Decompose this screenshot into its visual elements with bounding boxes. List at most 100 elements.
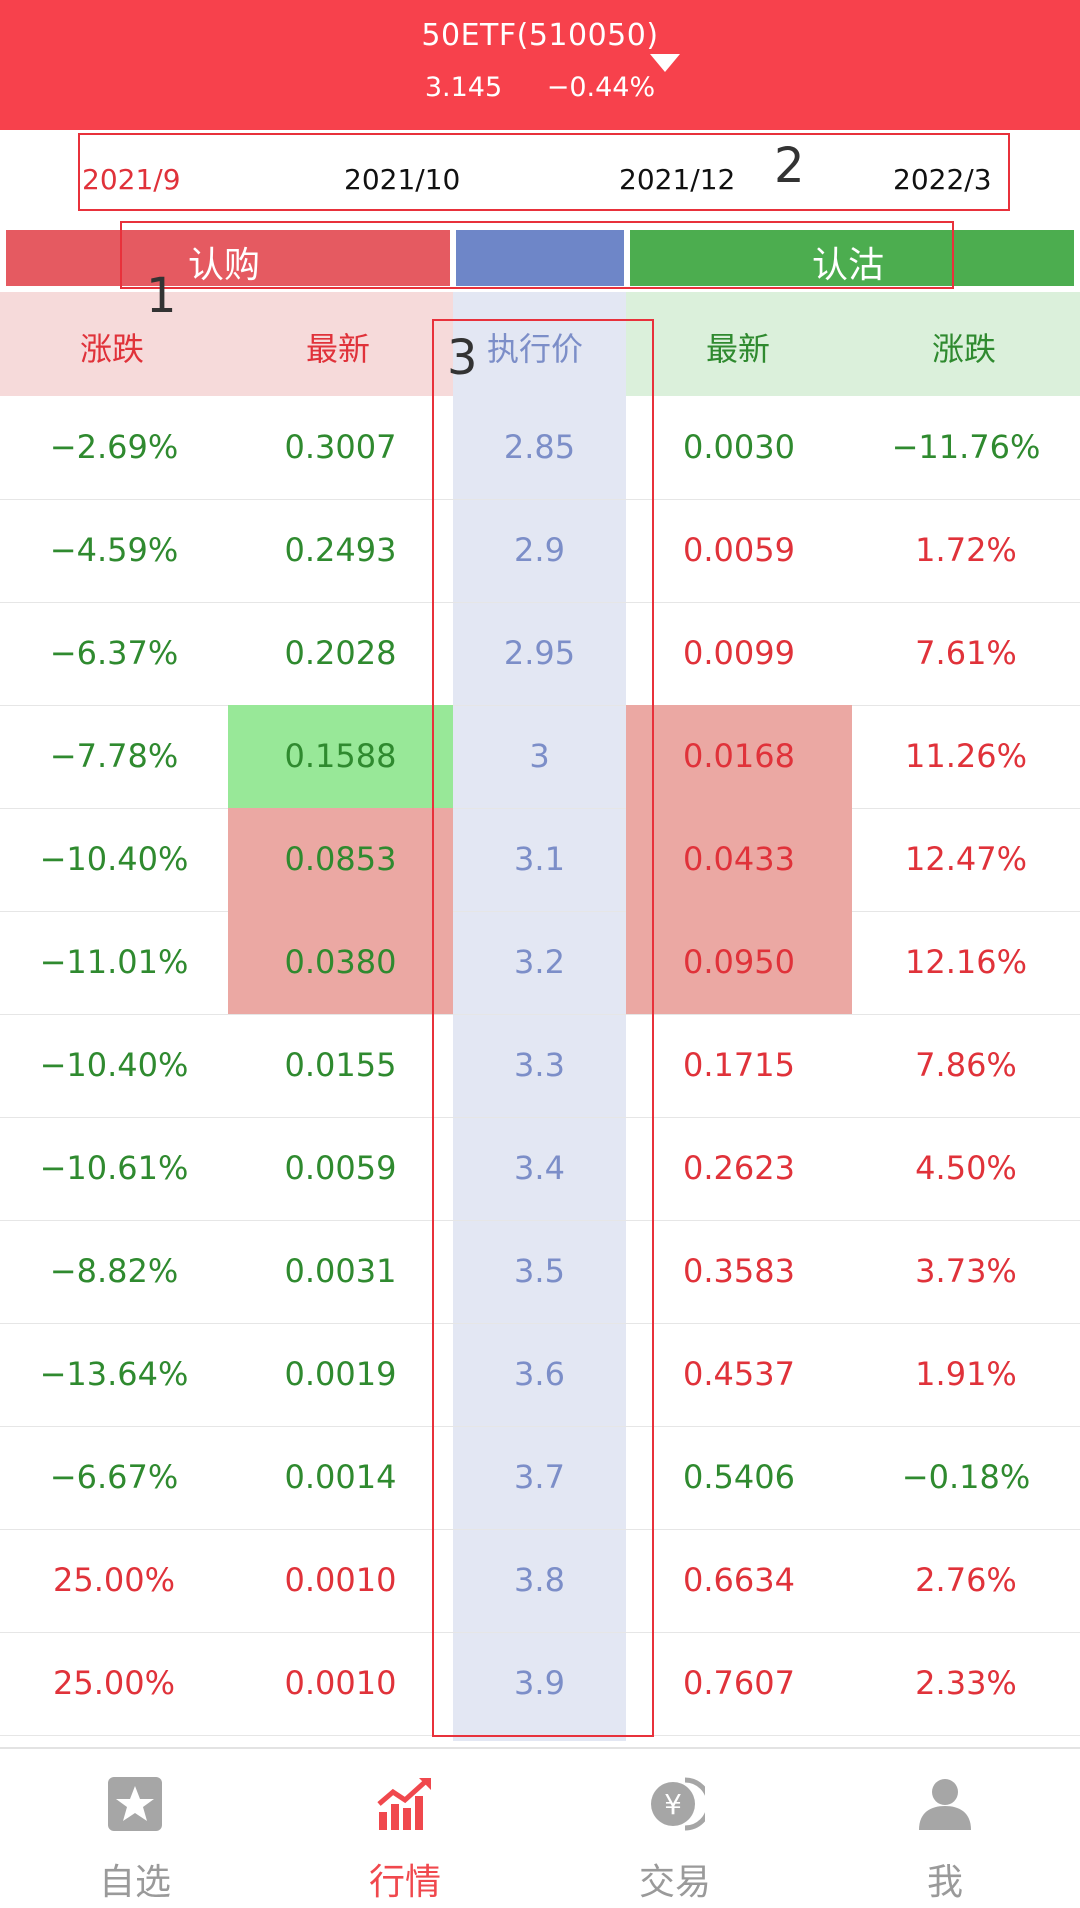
table-row[interactable]: −10.40% 0.0155 3.3 0.1715 7.86% <box>0 1014 1080 1118</box>
strike-cell: 3.9 <box>514 1664 565 1702</box>
strike-cell: 3.6 <box>514 1355 565 1393</box>
tab-me[interactable]: 我 <box>810 1749 1080 1908</box>
put-latest-cell[interactable]: 0.0030 <box>683 428 795 466</box>
table-row[interactable]: 25.00% 0.0010 3.8 0.6634 2.76% <box>0 1529 1080 1633</box>
call-latest-cell[interactable]: 0.0853 <box>228 808 453 911</box>
expiry-tab[interactable]: 2021/10 <box>344 163 461 196</box>
call-change-cell: −6.37% <box>49 634 179 672</box>
table-row[interactable]: −10.61% 0.0059 3.4 0.2623 4.50% <box>0 1117 1080 1221</box>
col-call-change: 涨跌 <box>80 330 145 368</box>
expiry-tab[interactable]: 2021/12 <box>619 163 736 196</box>
table-row[interactable]: −2.69% 0.3007 2.85 0.0030 −11.76% <box>0 396 1080 500</box>
tab-label: 自选 <box>98 1862 171 1903</box>
call-change-cell: −6.67% <box>49 1458 179 1496</box>
put-header-bar: 认沽 <box>630 230 1074 286</box>
call-latest-cell[interactable]: 0.0010 <box>284 1664 397 1702</box>
expiry-tab[interactable]: 2022/3 <box>893 163 992 196</box>
put-latest-cell[interactable]: 0.3583 <box>683 1252 795 1290</box>
table-row[interactable]: 25.00% 0.0010 3.9 0.7607 2.33% <box>0 1632 1080 1736</box>
put-latest-cell[interactable]: 0.2623 <box>683 1149 795 1187</box>
call-change-cell: −8.82% <box>49 1252 179 1290</box>
put-latest-cell[interactable]: 0.0059 <box>683 531 795 569</box>
svg-text:¥: ¥ <box>664 1788 682 1821</box>
put-latest-cell[interactable]: 0.0950 <box>626 911 852 1014</box>
col-call-latest: 最新 <box>306 330 371 368</box>
put-latest-cell[interactable]: 0.7607 <box>683 1664 795 1702</box>
expiry-tab[interactable]: 2021/9 <box>82 163 181 196</box>
strike-cell: 2.95 <box>503 634 576 672</box>
put-label: 认沽 <box>812 245 885 286</box>
put-change-cell: 7.86% <box>915 1046 1017 1084</box>
tab-watchlist[interactable]: 自选 <box>0 1749 270 1908</box>
table-row[interactable]: −11.01% 0.0380 3.2 0.0950 12.16% <box>0 911 1080 1015</box>
put-latest-cell[interactable]: 0.4537 <box>683 1355 795 1393</box>
call-latest-cell[interactable]: 0.0031 <box>284 1252 397 1290</box>
put-latest-cell[interactable]: 0.0099 <box>683 634 795 672</box>
annotation-box-expiry <box>78 133 1010 211</box>
put-change-cell: −11.76% <box>891 428 1041 466</box>
call-latest-cell[interactable]: 0.2028 <box>284 634 397 672</box>
put-change-cell: 1.72% <box>915 531 1017 569</box>
call-latest-cell[interactable]: 0.3007 <box>284 428 397 466</box>
strike-cell: 3.7 <box>514 1458 565 1496</box>
tab-label: 我 <box>926 1862 963 1903</box>
yen-coin-icon: ¥ <box>651 1777 705 1831</box>
annotation-box-type <box>120 221 954 289</box>
put-latest-cell[interactable]: 0.0168 <box>626 705 852 808</box>
strike-cell: 3.5 <box>514 1252 565 1290</box>
put-latest-cell[interactable]: 0.6634 <box>683 1561 795 1599</box>
call-change-cell: −10.61% <box>39 1149 189 1187</box>
col-put-change: 涨跌 <box>932 330 997 368</box>
call-latest-cell[interactable]: 0.0059 <box>284 1149 397 1187</box>
put-change-cell: 2.33% <box>915 1664 1017 1702</box>
put-latest-cell[interactable]: 0.5406 <box>683 1458 795 1496</box>
put-change-cell: 3.73% <box>915 1252 1017 1290</box>
put-change-cell: 12.16% <box>904 943 1027 981</box>
annotation-number: 1 <box>146 268 177 324</box>
annotation-box-strike <box>432 319 654 1737</box>
table-row[interactable]: −4.59% 0.2493 2.9 0.0059 1.72% <box>0 499 1080 603</box>
underlying-price: 3.145 <box>424 72 503 103</box>
call-latest-cell[interactable]: 0.0010 <box>284 1561 397 1599</box>
call-latest-cell[interactable]: 0.0014 <box>284 1458 397 1496</box>
put-change-cell: −0.18% <box>901 1458 1031 1496</box>
user-icon <box>919 1779 971 1830</box>
tab-trade[interactable]: ¥ 交易 <box>540 1749 810 1908</box>
put-latest-cell[interactable]: 0.0433 <box>626 808 852 911</box>
call-latest-cell[interactable]: 0.2493 <box>284 531 397 569</box>
call-latest-cell[interactable]: 0.0155 <box>284 1046 397 1084</box>
underlying-title[interactable]: 50ETF(510050) <box>421 18 659 53</box>
call-header-bar: 认购 <box>6 230 450 286</box>
table-row[interactable]: −13.64% 0.0019 3.6 0.4537 1.91% <box>0 1323 1080 1427</box>
market-chart-icon <box>377 1778 431 1830</box>
call-column-header: 涨跌 最新 <box>0 292 453 396</box>
call-change-cell: −11.01% <box>39 943 189 981</box>
call-change-cell: −10.40% <box>39 1046 189 1084</box>
expiry-selector: 2021/9 2021/10 2021/12 2022/3 <box>0 133 1080 225</box>
call-latest-cell[interactable]: 0.1588 <box>228 705 453 808</box>
strike-column-header: 执行价 <box>453 292 626 396</box>
put-change-cell: 2.76% <box>915 1561 1017 1599</box>
put-latest-cell[interactable]: 0.1715 <box>683 1046 795 1084</box>
call-latest-cell[interactable]: 0.0380 <box>228 911 453 1014</box>
strike-cell: 3 <box>529 737 550 775</box>
call-change-cell: 25.00% <box>52 1561 175 1599</box>
table-row[interactable]: −6.67% 0.0014 3.7 0.5406 −0.18% <box>0 1426 1080 1530</box>
put-change-cell: 11.26% <box>904 737 1027 775</box>
call-latest-cell[interactable]: 0.0019 <box>284 1355 397 1393</box>
tab-market[interactable]: 行情 <box>270 1749 540 1908</box>
call-label: 认购 <box>188 245 261 286</box>
table-row[interactable]: −6.37% 0.2028 2.95 0.0099 7.61% <box>0 602 1080 706</box>
app-header: 50ETF(510050) 3.145 −0.44% <box>0 0 1080 130</box>
table-row[interactable]: −7.78% 0.1588 3 0.0168 11.26% <box>0 705 1080 809</box>
star-icon <box>108 1777 162 1831</box>
annotation-number: 2 <box>774 138 805 194</box>
annotation-number: 3 <box>447 330 478 386</box>
strike-cell: 3.3 <box>514 1046 565 1084</box>
col-strike: 执行价 <box>487 330 584 368</box>
tab-label: 行情 <box>368 1862 441 1903</box>
dropdown-arrow-icon[interactable] <box>650 54 680 72</box>
table-row[interactable]: −10.40% 0.0853 3.1 0.0433 12.47% <box>0 808 1080 912</box>
put-column-header: 最新 涨跌 <box>626 292 1080 396</box>
table-row[interactable]: −8.82% 0.0031 3.5 0.3583 3.73% <box>0 1220 1080 1324</box>
